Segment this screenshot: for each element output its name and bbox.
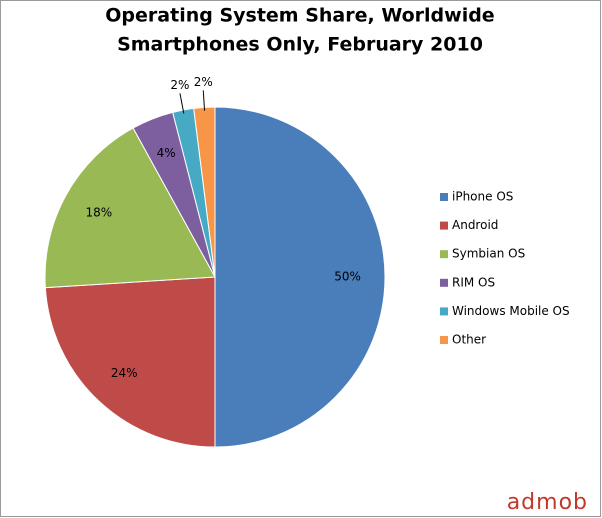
chart-subtitle: Smartphones Only, February 2010 (117, 34, 483, 56)
legend-label: Other (452, 333, 486, 347)
data-label: 24% (111, 366, 138, 380)
data-label: 18% (85, 206, 112, 220)
data-label: 2% (194, 75, 213, 89)
legend-label: iPhone OS (452, 190, 513, 204)
legend-label: RIM OS (452, 275, 495, 289)
leader-line (179, 93, 185, 114)
legend-swatch (440, 278, 448, 287)
leader-line (202, 90, 206, 111)
data-label: 4% (157, 146, 176, 160)
chart-title: Operating System Share, Worldwide (105, 5, 494, 27)
data-label: 50% (334, 270, 361, 284)
pie-slice (214, 106, 386, 448)
legend-label: Android (452, 218, 498, 232)
legend-swatch (440, 336, 448, 344)
legend-label: Symbian OS (452, 247, 525, 261)
legend-swatch (440, 193, 448, 201)
legend-swatch (440, 250, 448, 259)
logo: admob (507, 490, 588, 515)
pie-slice (44, 276, 216, 448)
legend-label: Windows Mobile OS (452, 304, 570, 318)
pie-slice (44, 127, 216, 289)
legend-swatch (440, 307, 448, 316)
legend-swatch (440, 221, 448, 230)
data-label: 2% (170, 78, 189, 92)
